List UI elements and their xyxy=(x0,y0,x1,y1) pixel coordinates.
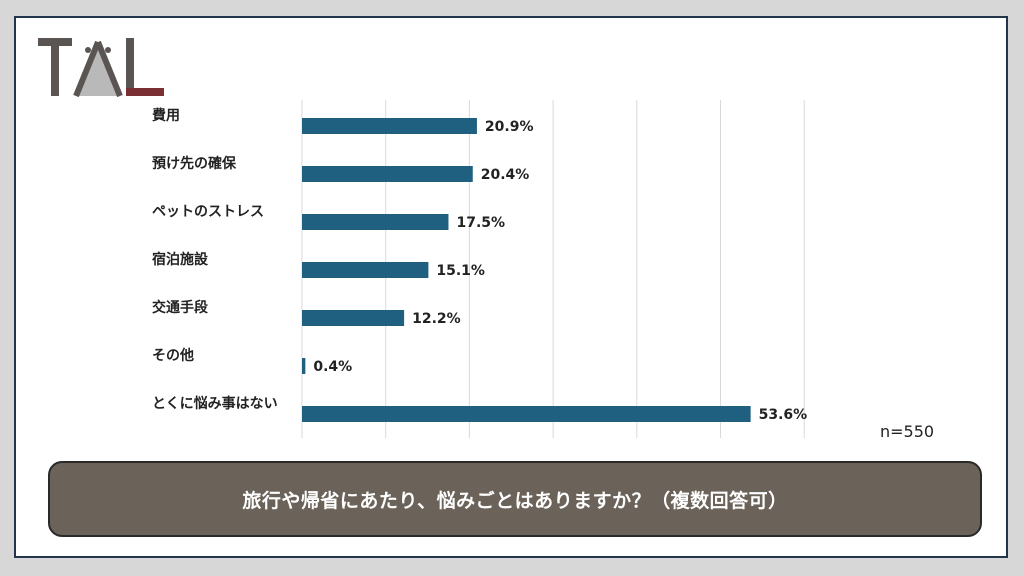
logo-dot-left xyxy=(85,47,91,53)
bar xyxy=(302,406,751,422)
value-label: 20.9% xyxy=(485,119,534,135)
logo-dot-right xyxy=(105,47,111,53)
value-labels: 20.9% 20.4% 17.5% 15.1% 12.2% 0.4% 53.6% xyxy=(313,119,807,423)
bar xyxy=(302,166,473,182)
bar xyxy=(302,310,405,326)
logo-t-stem xyxy=(51,38,59,96)
category-label: ペットのストレス xyxy=(152,204,264,220)
bar xyxy=(302,118,477,134)
sample-size: n=550 xyxy=(880,422,935,441)
logo-l-stem xyxy=(126,38,134,96)
bar xyxy=(302,358,306,374)
grid-lines xyxy=(301,100,805,438)
bar xyxy=(302,214,449,230)
bars xyxy=(302,118,751,422)
category-label: とくに悩み事はない xyxy=(152,395,278,412)
value-label: 12.2% xyxy=(412,311,461,327)
value-label: 53.6% xyxy=(759,407,808,423)
value-label: 0.4% xyxy=(313,359,352,375)
tal-logo xyxy=(38,38,164,98)
category-label: 預け先の確保 xyxy=(152,155,237,172)
question-caption-text: 旅行や帰省にあたり、悩みごとはありますか？（複数回答可） xyxy=(242,489,788,512)
value-label: 17.5% xyxy=(456,215,505,231)
category-label: 交通手段 xyxy=(152,299,208,316)
question-caption: 旅行や帰省にあたり、悩みごとはありますか？（複数回答可） xyxy=(48,461,982,537)
logo-l-foot xyxy=(126,88,164,96)
slide: 費用預け先の確保ペットのストレス 宿泊施設交通手段その他とくに悩み事はない 20.… xyxy=(14,16,1008,558)
category-label: その他 xyxy=(152,347,194,364)
category-label: 費用 xyxy=(152,107,180,124)
value-label: 20.4% xyxy=(481,167,530,183)
category-label: 宿泊施設 xyxy=(152,251,209,268)
logo-a-right xyxy=(95,40,123,98)
logo-a-fill xyxy=(76,42,120,96)
bar xyxy=(302,262,429,278)
logo-a-left xyxy=(73,40,101,98)
value-label: 15.1% xyxy=(436,263,485,279)
